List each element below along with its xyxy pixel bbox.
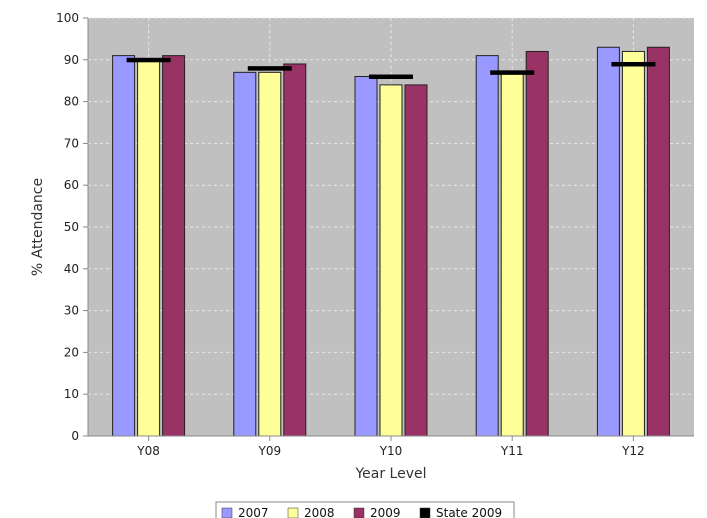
bar-2009-Y08 — [162, 55, 186, 437]
bar-2009-Y10 — [404, 84, 428, 437]
x-tick-label-Y09: Y09 — [257, 444, 281, 458]
bars-group — [112, 46, 670, 437]
bar-2007-Y11 — [475, 55, 499, 437]
bar-2008-Y10 — [379, 84, 403, 437]
bar-2007-Y09 — [233, 71, 257, 437]
legend-label-2008: 2008 — [304, 506, 335, 518]
state-marker-Y12 — [611, 61, 656, 67]
bar-2008-Y08 — [137, 59, 161, 437]
y-tick-labels: 0 10 20 30 40 50 60 70 80 90 100 — [56, 11, 88, 443]
legend-swatch-2007 — [221, 507, 233, 518]
y-tick-label: 10 — [64, 387, 79, 401]
x-axis-title: Year Level — [354, 466, 426, 482]
x-tick-labels: Y08 Y09 Y10 Y11 Y12 — [136, 436, 645, 458]
legend-label-2009: 2009 — [370, 506, 401, 518]
state-marker-Y11 — [490, 70, 535, 75]
y-tick-label: 50 — [64, 220, 79, 234]
y-tick-label: 0 — [71, 429, 79, 443]
legend-label-state-2009: State 2009 — [436, 506, 502, 518]
y-tick-label: 40 — [64, 262, 79, 276]
state-marker-Y09 — [247, 66, 292, 71]
y-tick-label: 20 — [64, 345, 79, 359]
bar-2008-Y09 — [258, 71, 282, 437]
bar-2007-Y10 — [354, 76, 378, 437]
y-tick-label: 80 — [64, 95, 79, 109]
legend: 2007 2008 2009 State 2009 — [215, 501, 515, 518]
state-marker-Y10 — [369, 74, 413, 80]
y-tick-label: 70 — [64, 136, 79, 150]
bar-2007-Y08 — [112, 55, 136, 437]
y-tick-label: 30 — [64, 304, 79, 318]
y-tick-label: 60 — [64, 178, 79, 192]
bar-2008-Y11 — [500, 71, 524, 437]
x-tick-label-Y10: Y10 — [379, 444, 403, 458]
x-tick-label-Y12: Y12 — [621, 444, 645, 458]
bar-2009-Y12 — [646, 46, 670, 437]
x-tick-label-Y11: Y11 — [500, 444, 524, 458]
bar-2009-Y11 — [525, 50, 549, 437]
x-tick-label-Y08: Y08 — [136, 444, 160, 458]
state-marker-Y08 — [126, 57, 171, 63]
legend-swatch-2008 — [287, 507, 299, 518]
state-markers-group — [126, 57, 656, 80]
bar-2007-Y12 — [596, 46, 620, 437]
y-tick-label: 90 — [64, 53, 79, 67]
bar-2009-Y09 — [283, 63, 307, 437]
legend-swatch-state-2009 — [419, 507, 431, 518]
legend-swatch-2009 — [353, 507, 365, 518]
y-axis-title: % Attendance — [30, 178, 46, 276]
y-tick-label: 100 — [56, 11, 79, 25]
bar-2008-Y12 — [621, 50, 645, 437]
legend-label-2007: 2007 — [238, 506, 269, 518]
